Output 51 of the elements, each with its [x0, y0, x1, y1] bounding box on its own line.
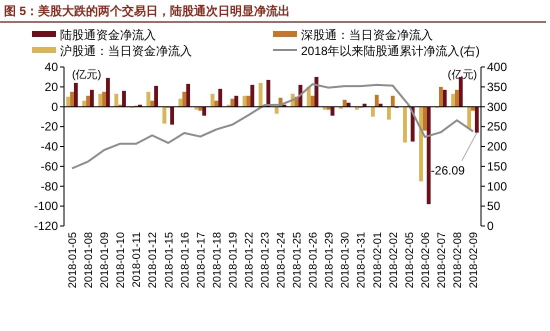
x-tick-label: 2018-01-25: [292, 232, 304, 288]
legend-label: 2018年以来陆股通累计净流入(右): [301, 44, 480, 58]
x-tick-label: 2018-01-09: [99, 232, 112, 288]
x-tick-label: 2018-01-24: [276, 232, 288, 288]
y2-tick-label: 100: [487, 179, 508, 194]
y2-tick-label: 250: [487, 120, 508, 134]
x-tick-label: 2018-02-02: [388, 232, 400, 288]
x-tick-label: 2018-01-10: [115, 232, 128, 288]
x-tick-label: 2018-01-31: [356, 232, 368, 288]
legend-label: 深股通：当日资金净流入: [301, 28, 433, 42]
y2-tick-label: 50: [487, 199, 501, 214]
y-tick-label: -80: [40, 179, 58, 194]
legend-label: 陆股通资金净流入: [60, 28, 156, 42]
x-tick-label: 2018-01-05: [67, 232, 80, 288]
x-tick-label: 2018-02-05: [404, 232, 416, 288]
y2-tick-label: 400: [487, 60, 508, 74]
y-axis-title: (亿元): [72, 69, 102, 81]
x-tick-label: 2018-01-12: [147, 232, 160, 288]
x-tick-label: 2018-01-19: [227, 232, 240, 288]
x-tick-label: 2018-01-17: [195, 232, 208, 288]
x-tick-label: 2018-01-26: [308, 232, 320, 288]
y2-tick-label: 300: [487, 100, 508, 114]
x-tick-label: 2018-01-18: [211, 232, 224, 288]
y-tick-label: 40: [44, 60, 58, 74]
y2-tick-label: 150: [487, 159, 508, 174]
x-tick-label: 2018-02-01: [372, 232, 384, 288]
chart-title: 图 5：美股大跌的两个交易日，陆股通次日明显净流出: [4, 4, 290, 18]
x-tick-label: 2018-02-07: [436, 232, 448, 288]
x-tick-label: 2018-01-29: [324, 232, 336, 288]
y2-tick-label: 0: [487, 219, 494, 233]
y-tick-label: -100: [34, 199, 58, 214]
legend-label: 沪股通：当日资金净流入: [60, 44, 192, 58]
x-tick-label: 2018-01-22: [243, 232, 256, 288]
x-tick-label: 2018-01-23: [259, 232, 272, 288]
y-tick-label: -20: [40, 120, 58, 134]
y-tick-label: 20: [44, 80, 58, 94]
x-tick-label: 2018-02-08: [452, 232, 464, 288]
y-tick-label: -120: [34, 219, 58, 233]
x-tick-label: 2018-01-15: [163, 232, 176, 288]
x-tick-label: 2018-01-30: [340, 232, 352, 288]
y-tick-label: -60: [40, 159, 58, 174]
annotation: -26.09: [430, 164, 466, 178]
y-tick-label: 0: [51, 100, 58, 114]
y2-tick-label: 350: [487, 80, 508, 94]
x-tick-label: 2018-02-06: [420, 232, 432, 288]
y-tick-label: -40: [40, 140, 58, 154]
y2-tick-label: 200: [487, 140, 508, 154]
x-tick-label: 2018-02-09: [468, 232, 480, 288]
x-tick-label: 2018-01-08: [83, 232, 96, 288]
x-tick-label: 2018-01-11: [131, 232, 144, 288]
x-tick-label: 2018-01-16: [179, 232, 192, 288]
